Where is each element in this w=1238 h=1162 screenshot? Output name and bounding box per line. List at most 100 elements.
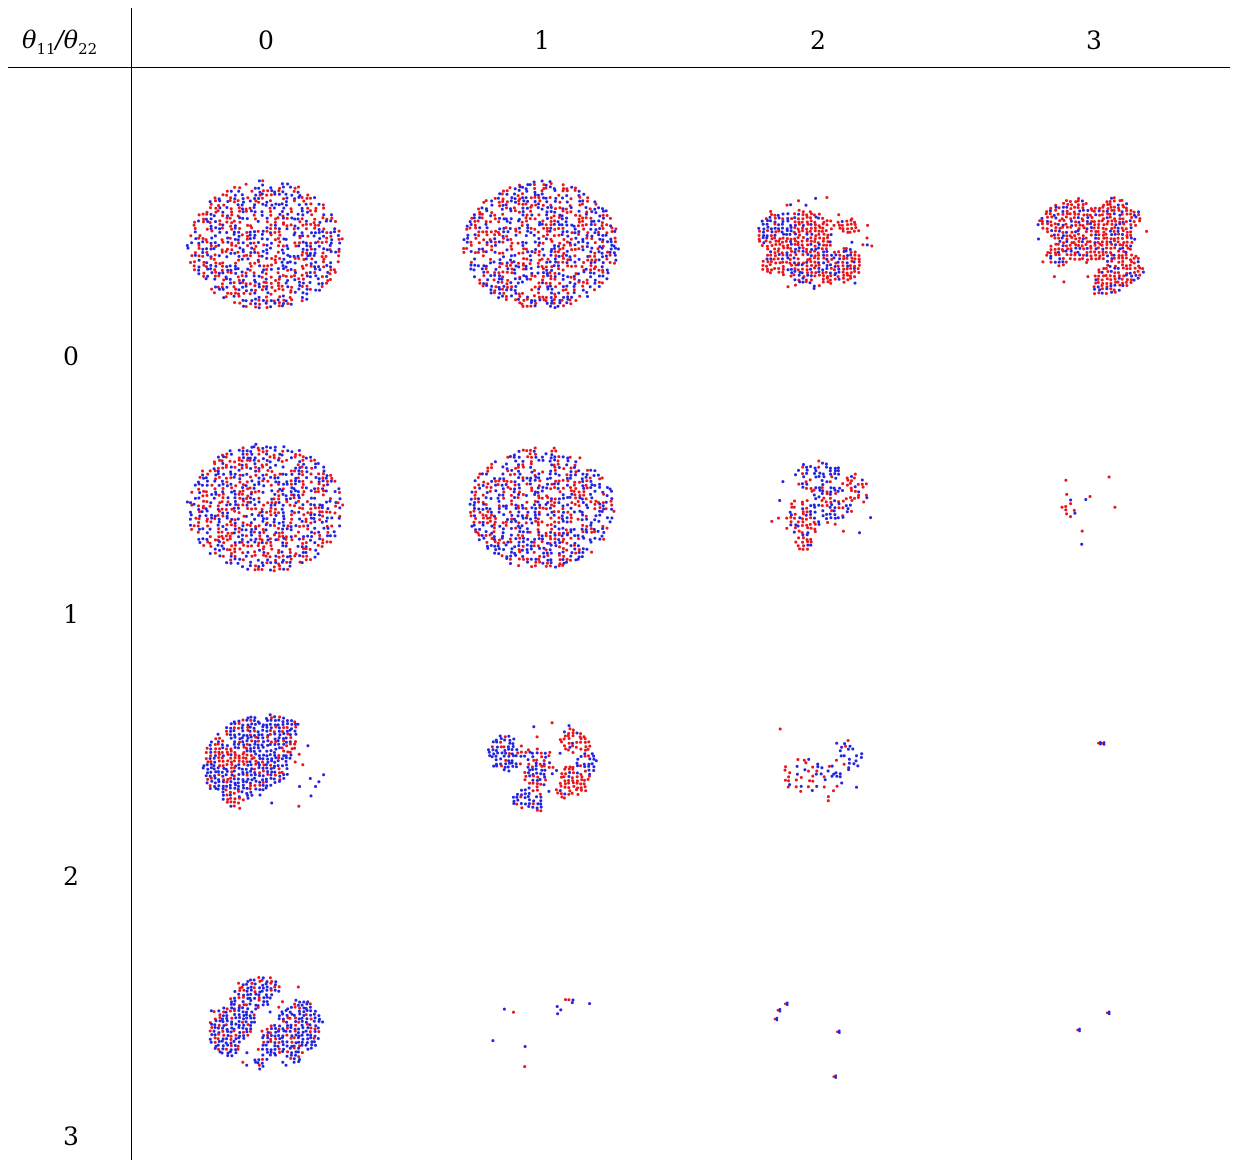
particle (528, 768, 532, 772)
particle (818, 471, 822, 475)
particle (539, 782, 543, 786)
particle (248, 743, 252, 747)
particle (560, 534, 564, 538)
particle (200, 483, 204, 487)
particle (472, 268, 476, 272)
particle (254, 199, 258, 203)
particle (761, 222, 765, 226)
particle (298, 236, 302, 240)
particle (541, 267, 545, 271)
particle (321, 203, 325, 207)
particle (201, 247, 205, 251)
particle (288, 560, 292, 564)
particle (496, 496, 500, 500)
particle (799, 789, 803, 793)
particle (550, 503, 553, 507)
particle (312, 1019, 316, 1023)
particle (306, 744, 310, 748)
particle (569, 489, 573, 493)
particle (1072, 241, 1076, 244)
particle (233, 735, 237, 739)
particle (846, 478, 850, 482)
particle (248, 781, 252, 785)
particle (557, 455, 561, 459)
particle (508, 221, 512, 225)
particle (300, 296, 304, 299)
particle (493, 196, 497, 200)
particle (285, 196, 289, 200)
particle (522, 257, 526, 261)
particle (566, 264, 570, 268)
particle (520, 280, 524, 284)
particle (472, 213, 476, 217)
particle (189, 523, 192, 527)
particle (230, 490, 234, 494)
particle (817, 465, 821, 469)
particle (325, 540, 329, 544)
particle (538, 479, 542, 483)
particle (505, 557, 509, 560)
particle (265, 193, 269, 197)
particle (304, 517, 308, 521)
particle (833, 273, 837, 277)
particle (317, 1019, 321, 1023)
particle (233, 541, 237, 545)
particle (1129, 212, 1133, 216)
particle (589, 523, 593, 527)
particle (213, 253, 217, 257)
particle (233, 756, 237, 760)
particle (562, 730, 566, 734)
particle (572, 784, 576, 788)
particle (264, 993, 268, 997)
particle (601, 209, 605, 213)
particle (809, 513, 813, 516)
row-header-rule (131, 8, 132, 1160)
particle (310, 466, 314, 470)
particle (561, 547, 565, 550)
particle (1112, 229, 1116, 233)
column-header: 3 (1086, 26, 1102, 55)
particle (520, 503, 524, 507)
particle (241, 197, 245, 201)
particle (845, 510, 849, 514)
particle (288, 554, 292, 558)
particle (598, 502, 602, 506)
particle (1069, 502, 1073, 506)
particle (553, 250, 557, 254)
particle (573, 243, 577, 247)
particle (329, 231, 333, 235)
particle (213, 760, 217, 764)
particle (1116, 236, 1120, 240)
particle (484, 496, 488, 500)
particle (220, 226, 224, 230)
particle (1097, 291, 1101, 295)
particle (492, 535, 496, 539)
particle (758, 229, 761, 233)
particle (529, 301, 533, 304)
particle (265, 200, 269, 204)
particle (270, 497, 274, 501)
particle (822, 232, 826, 236)
particle (278, 452, 282, 456)
particle (581, 216, 585, 220)
particle (533, 478, 537, 482)
particle (837, 267, 841, 271)
particle (494, 229, 498, 233)
particle (269, 233, 273, 237)
particle (288, 548, 292, 551)
particle (778, 499, 782, 502)
particle (530, 521, 534, 525)
particle (286, 722, 290, 726)
particle (590, 210, 594, 214)
particle (222, 296, 226, 300)
particle (1053, 247, 1057, 251)
particle (518, 277, 522, 281)
particle (477, 230, 481, 234)
particle (281, 251, 285, 255)
particle (1092, 209, 1096, 213)
particle (837, 250, 841, 254)
particle (1106, 207, 1110, 211)
particle (571, 734, 575, 738)
particle (1101, 233, 1105, 237)
particle (213, 241, 217, 245)
